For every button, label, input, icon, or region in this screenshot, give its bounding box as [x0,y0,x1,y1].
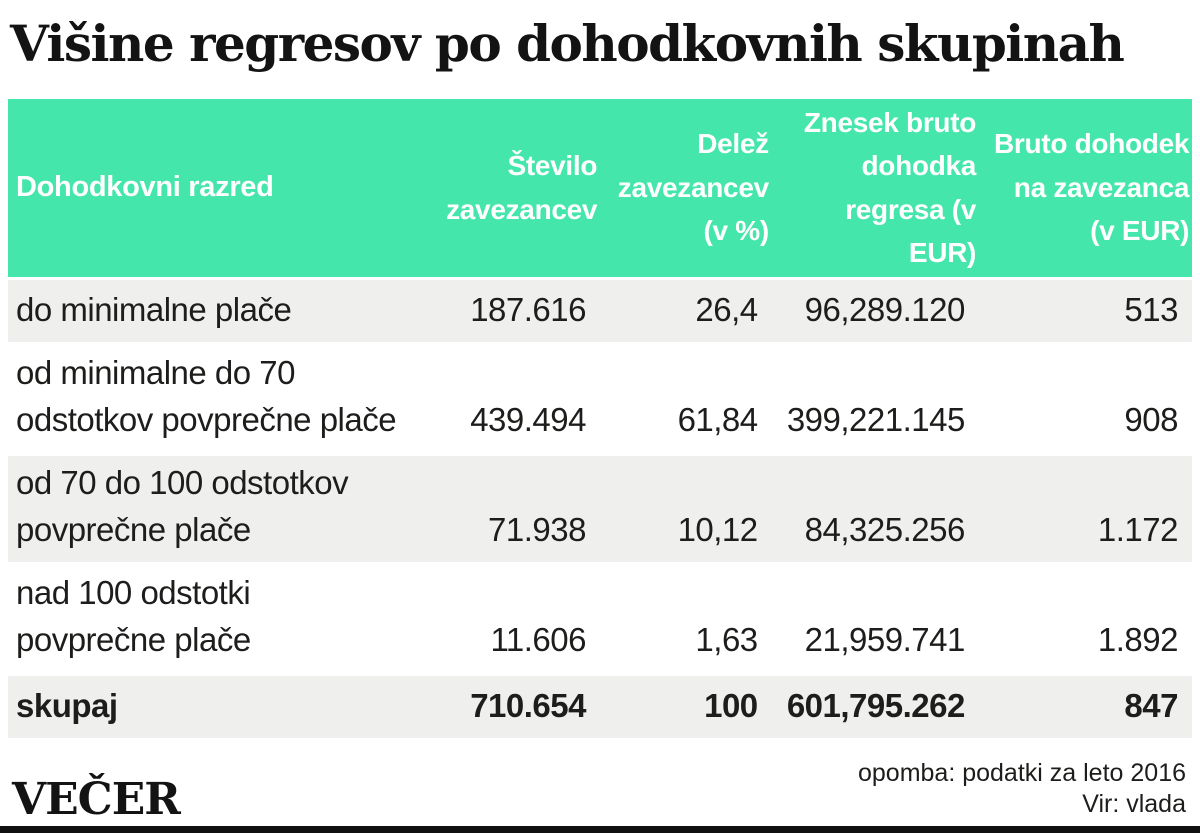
table-cell: 96,289.120 [804,290,966,328]
column-header-stevilo-zavezancev: Število zavezancev [446,150,598,225]
table-cell: 399,221.145 [786,400,966,438]
footnote-note: opomba: podatki za leto 2016 [857,758,1186,787]
footer: VEČER opomba: podatki za leto 2016 Vir: … [8,742,1192,825]
page-title: Višine regresov po dohodkovnih skupinah [10,14,1125,73]
column-header-dohodkovni-razred: Dohodkovni razred [16,171,274,204]
table-cell: 100 [704,686,758,724]
table-cell: 61,84 [677,400,759,438]
column-header-bruto-dohodek-na-zavezanca: Bruto dohodek na zavezanca (v EUR) [993,128,1190,247]
footnote-source: Vir: vlada [1082,789,1186,818]
column-header-delez-zavezancev: Delež zavezancev (v %) [617,128,769,247]
row-label: skupaj [16,686,118,724]
table-cell: 10,12 [677,510,759,548]
table-total-row: skupaj 710.654 100 601,795.262 847 [8,675,1192,738]
table-cell: 439.494 [470,400,586,438]
table-cell: 71.938 [488,510,586,548]
column-header-znesek-bruto-dohodka: Znesek bruto dohodka regresa (v EUR) [803,106,977,268]
table-cell: 1,63 [695,620,758,658]
table-cell: 84,325.256 [804,510,966,548]
table-cell: 710.654 [470,686,586,724]
bottom-bar [0,826,1200,833]
footnotes: opomba: podatki za leto 2016 Vir: vlada [858,758,1186,821]
row-label: od 70 do 100 odstotkov povprečne plače [16,463,349,548]
table-cell: 847 [1124,686,1178,724]
table-cell: 908 [1124,400,1178,438]
row-label: od minimalne do 70 odstotkov povprečne p… [16,353,397,438]
row-label: nad 100 odstotki povprečne plače [16,573,251,658]
table-row: od minimalne do 70 odstotkov povprečne p… [8,345,1192,452]
row-label: do minimalne plače [16,290,292,328]
table-cell: 21,959.741 [804,620,966,658]
table-cell: 26,4 [695,290,758,328]
table-row: do minimalne plače 187.616 26,4 96,289.1… [8,279,1192,342]
table-cell: 1.892 [1097,620,1179,658]
table-row: od 70 do 100 odstotkov povprečne plače 7… [8,455,1192,562]
table-cell: 601,795.262 [786,686,966,724]
table-cell: 187.616 [470,290,586,328]
table-header-row: Dohodkovni razred Število zavezancev Del… [8,98,1192,277]
vecer-logo: VEČER [12,773,181,825]
table-cell: 11.606 [490,620,587,658]
table-row: nad 100 odstotki povprečne plače 11.606 … [8,565,1192,672]
table-cell: 513 [1124,290,1178,328]
table-cell: 1.172 [1097,510,1179,548]
